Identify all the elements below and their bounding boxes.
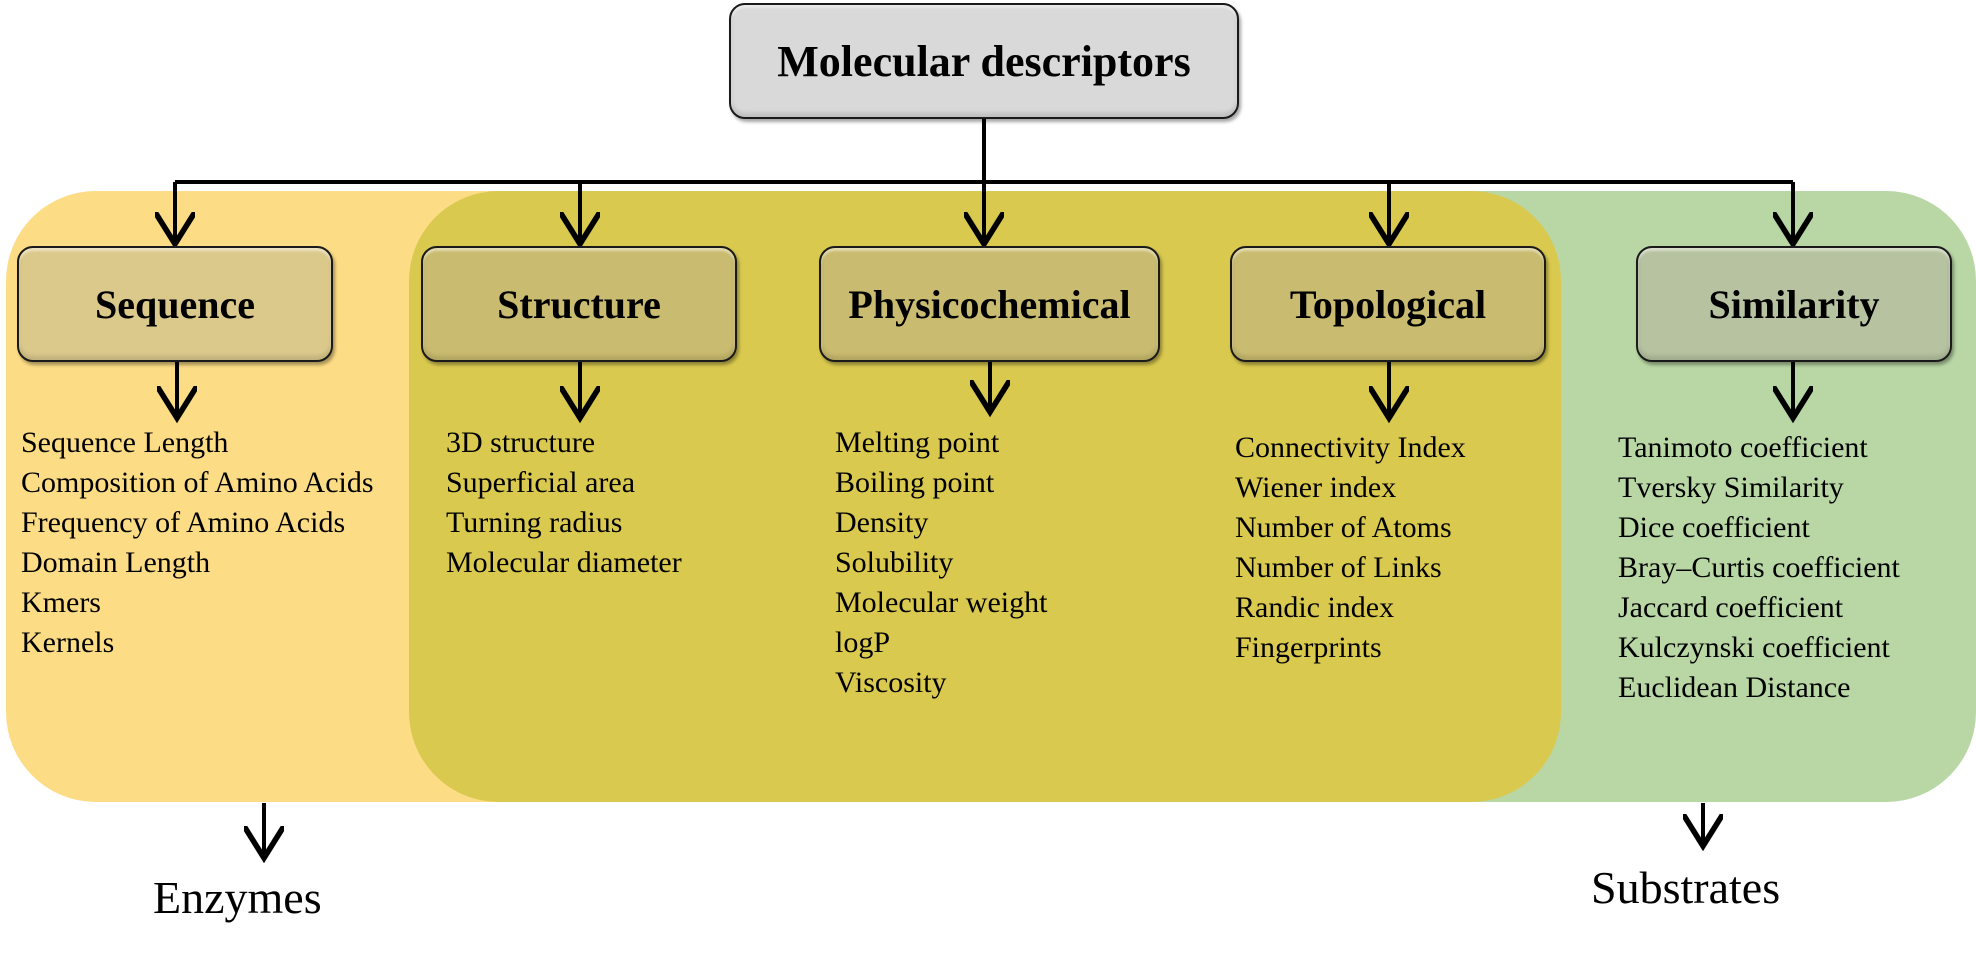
sequence-items-list: Sequence Length Composition of Amino Aci… [21,423,374,663]
list-item: Kernels [21,626,115,659]
category-sequence: Sequence [17,246,333,362]
list-item: 3D structure [446,426,596,459]
list-item: Solubility [835,546,954,579]
list-item: Connectivity Index [1235,431,1466,464]
list-item: Melting point [835,426,1000,459]
list-item: Molecular weight [835,586,1048,619]
root-node-molecular-descriptors: Molecular descriptors [729,3,1239,119]
list-item: Randic index [1235,591,1395,624]
list-item: Number of Atoms [1235,511,1452,544]
list-item: Turning radius [446,506,623,539]
list-item: Dice coefficient [1618,511,1810,544]
category-physicochemical: Physicochemical [819,246,1160,362]
list-item: Viscosity [835,666,947,699]
list-item: Bray–Curtis coefficient [1618,551,1900,584]
list-item: Fingerprints [1235,631,1382,664]
physicochemical-items-list: Melting point Boiling point Density Solu… [835,423,1047,703]
list-item: Molecular diameter [446,546,682,579]
category-similarity: Similarity [1636,246,1952,362]
list-item: Tanimoto coefficient [1618,431,1868,464]
list-item: Euclidean Distance [1618,671,1851,704]
list-item: Density [835,506,929,539]
list-item: Kulczynski coefficient [1618,631,1890,664]
topological-items-list: Connectivity Index Wiener index Number o… [1235,428,1466,668]
list-item: Composition of Amino Acids [21,466,374,499]
list-item: Tversky Similarity [1618,471,1844,504]
list-item: Boiling point [835,466,995,499]
list-item: Kmers [21,586,101,619]
list-item: logP [835,626,891,659]
category-structure: Structure [421,246,737,362]
list-item: Wiener index [1235,471,1397,504]
structure-items-list: 3D structure Superficial area Turning ra… [446,423,682,583]
list-item: Superficial area [446,466,636,499]
list-item: Jaccard coefficient [1618,591,1844,624]
similarity-items-list: Tanimoto coefficient Tversky Similarity … [1618,428,1900,708]
list-item: Domain Length [21,546,211,579]
target-substrates-label: Substrates [1591,862,1781,913]
target-enzymes-label: Enzymes [153,872,322,923]
list-item: Number of Links [1235,551,1442,584]
list-item: Frequency of Amino Acids [21,506,346,539]
category-topological: Topological [1230,246,1546,362]
list-item: Sequence Length [21,426,229,459]
